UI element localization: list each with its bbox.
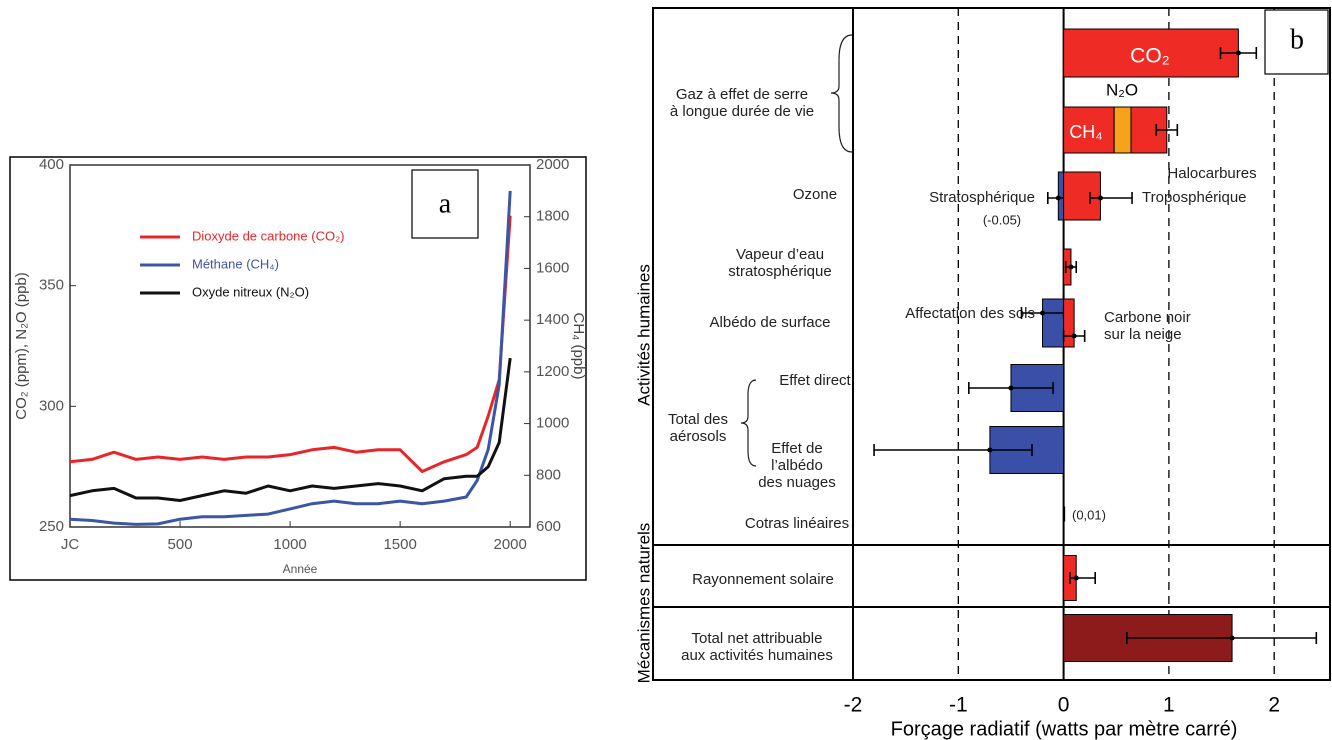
row-label: Total net attribuable (692, 630, 823, 647)
plot-a-frame (69, 164, 531, 528)
bar (1063, 298, 1075, 348)
panel-a-label-box (411, 169, 479, 239)
panel-a-frame (9, 156, 587, 581)
section-label: Activités humaines (634, 264, 653, 406)
bar-name: Stratosphérique (929, 189, 1035, 206)
x-tick-label: 1500 (383, 536, 416, 553)
value-dot (987, 447, 993, 453)
row-label: Cotras linéaires (745, 515, 849, 532)
row-label: Albédo de surface (710, 314, 831, 331)
x-tick-label: 2 (1268, 694, 1280, 717)
brace (740, 379, 757, 467)
value-dot (1097, 195, 1103, 201)
bar-name: Affectation des sols (905, 305, 1035, 322)
section-label: Mécanismes naturels (634, 523, 653, 684)
row-label: l’albédo (771, 457, 823, 474)
data-line (69, 357, 512, 502)
value-dot (1235, 50, 1241, 56)
y2-tick-label: 1400 (536, 311, 569, 328)
row-label: des nuages (758, 474, 836, 491)
row-label: aux activités humaines (681, 647, 833, 664)
group-label: Total des (668, 411, 728, 428)
row-label: Ozone (793, 186, 837, 203)
x-tick-label: -1 (949, 694, 968, 717)
bar-name: sur la neige (1104, 326, 1182, 343)
row-label: Gaz à effet de serre (676, 86, 808, 103)
y-tick-label: 250 (39, 518, 64, 535)
panel-label: b (1290, 24, 1304, 55)
bar-name: Troposphérique (1142, 189, 1247, 206)
row-label: Effet direct (779, 372, 851, 389)
y-tick-label: 400 (39, 156, 64, 173)
y2-tick-label: 1800 (536, 208, 569, 225)
panel-label-box (1264, 9, 1329, 75)
row-label: Effet de (771, 440, 822, 457)
x-tick-label: 500 (168, 536, 193, 553)
bar-segment (1063, 106, 1115, 154)
value-dot (1071, 333, 1077, 339)
legend-label: Dioxyde de carbone (CO₂) (192, 228, 344, 243)
value-label: (-0.05) (983, 212, 1021, 227)
data-line (69, 190, 512, 526)
x-tick-label: 2000 (494, 536, 527, 553)
group-label: aérosols (670, 428, 727, 445)
bar (1042, 298, 1065, 348)
value-dot (1055, 195, 1061, 201)
bar (1063, 28, 1239, 78)
bar-name: CO₂ (1130, 45, 1170, 68)
legend-label: Méthane (CH₄) (192, 256, 279, 271)
bar (1063, 506, 1066, 522)
legend-label: Oxyde nitreux (N₂O) (192, 284, 309, 299)
x-axis-label: Année (283, 562, 318, 576)
value-dot (1229, 635, 1235, 641)
value-dot (1068, 264, 1074, 270)
brace (830, 34, 853, 153)
panel-b-frame (652, 7, 1331, 681)
bar-segment (1113, 106, 1132, 154)
y2-tick-label: 1600 (536, 259, 569, 276)
y2-axis-label: CH₄ (ppb) (570, 313, 587, 380)
y2-tick-label: 1000 (536, 415, 569, 432)
bar-name: N₂O (1106, 80, 1138, 99)
y-tick-label: 300 (39, 397, 64, 414)
value-dot (1040, 310, 1046, 316)
y-axis-label: CO₂ (ppm), N₂O (ppb) (13, 272, 30, 420)
data-line (69, 215, 512, 473)
bar (1063, 171, 1101, 221)
x-tick-label: 1 (1163, 694, 1175, 717)
y2-tick-label: 1200 (536, 363, 569, 380)
bar-name: Halocarbures (1167, 165, 1256, 182)
x-tick-label: 1000 (273, 536, 306, 553)
x-axis-label: Forçage radiatif (watts par mètre carré) (891, 718, 1238, 740)
bar-name: CH₄ (1069, 122, 1102, 142)
x-tick-label: JC (61, 536, 80, 553)
row-label: à longue durée de vie (670, 103, 814, 120)
row-label: Rayonnement solaire (692, 571, 834, 588)
y2-tick-label: 600 (536, 518, 561, 535)
row-label: Vapeur d’eau (736, 246, 824, 263)
y2-tick-label: 2000 (536, 156, 569, 173)
panel-label: a (439, 188, 452, 219)
value-dot (1073, 575, 1079, 581)
value-dot (1008, 385, 1014, 391)
bar-name: Carbone noir (1104, 309, 1191, 326)
row-label: stratosphérique (728, 263, 831, 280)
x-tick-label: -2 (844, 694, 863, 717)
value-label: (0,01) (1072, 507, 1106, 522)
y2-tick-label: 800 (536, 466, 561, 483)
y-tick-label: 350 (39, 277, 64, 294)
x-tick-label: 0 (1058, 694, 1070, 717)
